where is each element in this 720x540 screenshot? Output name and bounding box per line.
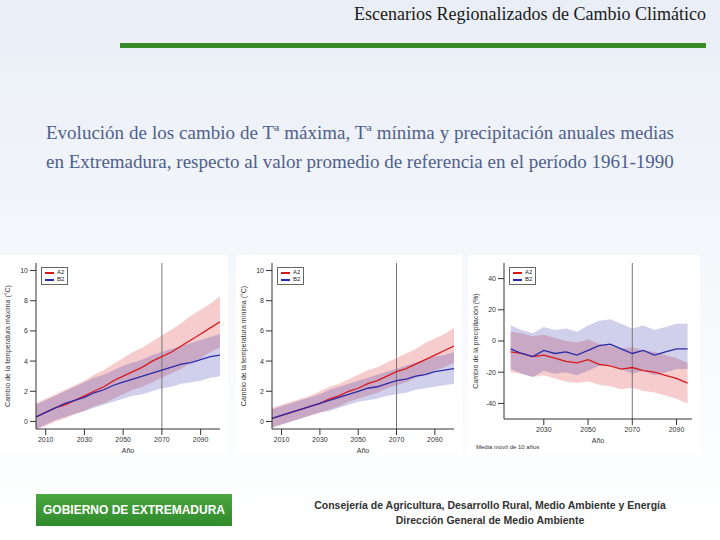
svg-text:2070: 2070 bbox=[389, 436, 405, 443]
svg-text:2: 2 bbox=[260, 388, 264, 395]
svg-text:6: 6 bbox=[24, 327, 28, 334]
svg-text:2010: 2010 bbox=[38, 436, 54, 443]
html-text:A2: A2 bbox=[525, 269, 533, 275]
svg-text:Cambio de la temperatura máxim: Cambio de la temperatura máxima (°C) bbox=[8, 285, 12, 407]
svg-text:40: 40 bbox=[488, 275, 496, 282]
svg-text:2050: 2050 bbox=[115, 436, 131, 443]
svg-text:0: 0 bbox=[492, 337, 496, 344]
html-text:Media móvil de 10 años: Media móvil de 10 años bbox=[476, 444, 540, 450]
svg-text:0: 0 bbox=[24, 418, 28, 425]
svg-text:-20: -20 bbox=[486, 369, 496, 376]
svg-text:8: 8 bbox=[24, 297, 28, 304]
html-text:Escenarios Regionalizados de C: Escenarios Regionalizados de Cambio Clim… bbox=[354, 4, 706, 24]
svg-text:2070: 2070 bbox=[154, 436, 170, 443]
html-text:B2: B2 bbox=[293, 276, 301, 282]
svg-text:2030: 2030 bbox=[536, 426, 552, 433]
svg-text:2090: 2090 bbox=[193, 436, 209, 443]
svg-text:8: 8 bbox=[260, 297, 264, 304]
svg-text:2090: 2090 bbox=[669, 426, 685, 433]
svg-text:20: 20 bbox=[488, 306, 496, 313]
html-text:GOBIERNO DE EXTREMADURA: GOBIERNO DE EXTREMADURA bbox=[43, 503, 225, 517]
html-text:A2: A2 bbox=[57, 269, 65, 275]
html-text:Consejería de Agricultura, Des: Consejería de Agricultura, Desarrollo Ru… bbox=[314, 499, 666, 511]
svg-text:-40: -40 bbox=[486, 400, 496, 407]
svg-text:6: 6 bbox=[260, 327, 264, 334]
html-text:Dirección General de Medio Amb: Dirección General de Medio Ambiente bbox=[395, 514, 585, 526]
html-text:B2: B2 bbox=[57, 276, 65, 282]
svg-text:0: 0 bbox=[260, 418, 264, 425]
svg-text:Cambio de la temperatura mínim: Cambio de la temperatura mínima (°C) bbox=[240, 286, 248, 406]
html-text:B2: B2 bbox=[525, 276, 533, 282]
html-text:Evolución de los cambio de Tª: Evolución de los cambio de Tª máxima, Tª… bbox=[46, 122, 674, 172]
svg-text:10: 10 bbox=[20, 267, 28, 274]
svg-text:Año: Año bbox=[592, 437, 605, 444]
svg-text:2090: 2090 bbox=[427, 436, 443, 443]
svg-text:Cambio de la precipitación (%): Cambio de la precipitación (%) bbox=[472, 293, 480, 388]
svg-text:2050: 2050 bbox=[580, 426, 596, 433]
svg-text:2050: 2050 bbox=[350, 436, 366, 443]
svg-text:10: 10 bbox=[256, 267, 264, 274]
svg-text:Año: Año bbox=[122, 447, 135, 454]
html-text:A2: A2 bbox=[293, 269, 301, 275]
svg-text:4: 4 bbox=[24, 358, 28, 365]
svg-text:2010: 2010 bbox=[274, 436, 290, 443]
svg-text:2070: 2070 bbox=[624, 426, 640, 433]
svg-text:2030: 2030 bbox=[77, 436, 93, 443]
svg-text:2030: 2030 bbox=[312, 436, 328, 443]
svg-text:2: 2 bbox=[24, 388, 28, 395]
svg-text:Año: Año bbox=[357, 447, 370, 454]
svg-text:4: 4 bbox=[260, 358, 264, 365]
